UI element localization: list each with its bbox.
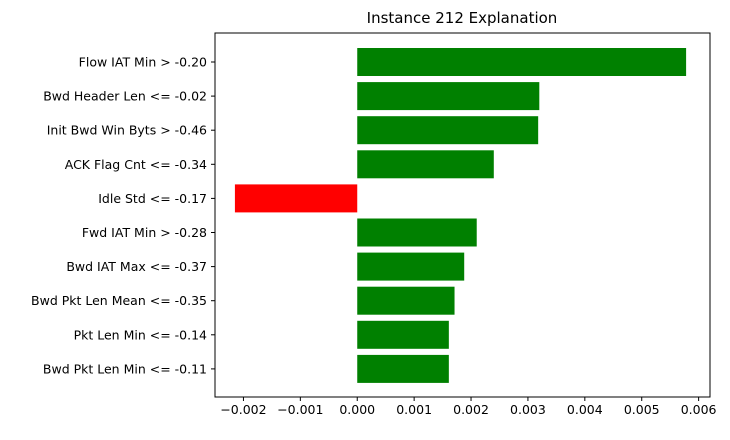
x-tick-label: 0.004 — [567, 402, 603, 417]
y-tick-label: Bwd Pkt Len Mean <= -0.35 — [31, 293, 207, 308]
y-tick-label: Idle Std <= -0.17 — [98, 191, 207, 206]
y-tick-label: Bwd Header Len <= -0.02 — [43, 89, 207, 104]
bar — [357, 354, 449, 383]
y-tick-label: Bwd Pkt Len Min <= -0.11 — [43, 361, 207, 376]
bar — [234, 184, 358, 213]
x-tick-label: 0.001 — [396, 402, 432, 417]
plot-frame — [214, 32, 711, 398]
y-tick-label: Bwd IAT Max <= -0.37 — [66, 259, 207, 274]
bar — [357, 48, 687, 76]
bar — [357, 320, 449, 349]
bar — [357, 252, 465, 281]
x-tick-label: 0.006 — [681, 402, 717, 417]
y-tick-label: Pkt Len Min <= -0.14 — [74, 327, 207, 342]
x-tick-label: 0.000 — [339, 402, 375, 417]
bar — [357, 286, 455, 315]
y-tick-label: Init Bwd Win Byts > -0.46 — [47, 123, 207, 138]
bar — [357, 82, 540, 111]
bar — [357, 116, 539, 145]
bars-group — [234, 48, 687, 383]
x-tick-label: 0.003 — [510, 402, 546, 417]
chart-title: Instance 212 Explanation — [367, 9, 558, 27]
x-axis: −0.002 −0.001 0.000 0.001 0.002 0.003 0.004 0.0… — [220, 397, 717, 417]
y-tick-label: Fwd IAT Min > -0.28 — [82, 225, 207, 240]
bar — [357, 150, 494, 179]
x-tick-label: 0.005 — [624, 402, 660, 417]
x-tick-label: 0.002 — [453, 402, 489, 417]
y-axis: Flow IAT Min > -0.20 Bwd Header Len <= -0… — [31, 55, 215, 376]
bar — [357, 218, 477, 247]
x-tick-label: −0.001 — [277, 402, 323, 417]
x-tick-label: −0.002 — [220, 402, 266, 417]
y-tick-label: Flow IAT Min > -0.20 — [79, 55, 207, 70]
y-tick-label: ACK Flag Cnt <= -0.34 — [65, 157, 207, 172]
